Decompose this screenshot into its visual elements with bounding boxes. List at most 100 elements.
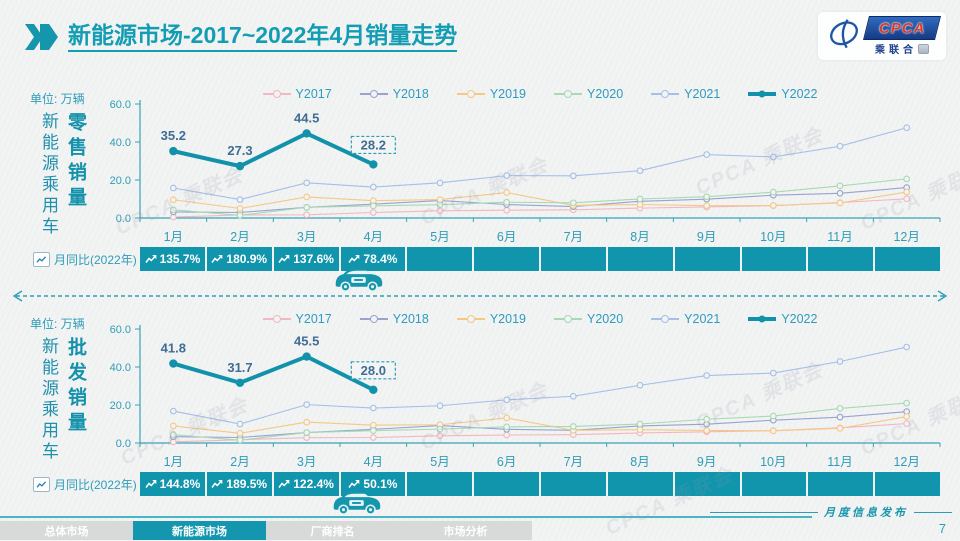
- yoy-cell: [541, 472, 606, 496]
- cpca-logo: CPCA 乘联合: [818, 12, 946, 60]
- title-rest: -2017~2022年4月销量走势: [183, 22, 458, 48]
- legend-label: Y2018: [392, 312, 429, 326]
- x-axis-label: 2月: [230, 455, 250, 469]
- x-axis-label: 9月: [696, 455, 717, 469]
- yoy-cell: 180.9%: [206, 247, 272, 271]
- cpca-emblem-icon: [830, 19, 858, 49]
- svg-text:0.0: 0.0: [116, 438, 131, 449]
- dashed-divider-arrow: [12, 290, 948, 302]
- wholesale-x-axis-labels: 1月 2月 3月 4月 5月 6月 7月 8月 9月 10月 11月 12月: [140, 451, 940, 470]
- yoy-value: 135.7%: [159, 252, 201, 266]
- x-axis-label: 7月: [563, 230, 584, 244]
- yoy-cell: 135.7%: [140, 247, 205, 271]
- legend-item-y2018: Y2018: [359, 312, 429, 326]
- yoy-cell: 144.8%: [140, 472, 205, 496]
- title-strong: 新能源市场: [68, 22, 183, 48]
- legend-label: Y2022: [781, 312, 818, 326]
- x-axis-label: 1月: [163, 230, 184, 244]
- ev-car-icon: [335, 268, 383, 292]
- legend-item-y2022: Y2022: [748, 312, 817, 326]
- tab-新能源市场[interactable]: 新能源市场: [133, 521, 266, 540]
- legend-label: Y2021: [684, 87, 721, 101]
- x-axis-label: 12月: [893, 230, 920, 244]
- retail-chart-section: 单位: 万辆 新能源乘用车 零售销量 Y2017 Y2018 Y2019 Y2020 Y…: [0, 86, 960, 276]
- x-axis-label: 11月: [827, 455, 853, 469]
- yoy-row-label-text: 月同比(2022年): [54, 252, 137, 267]
- cpca-badge-icon: [918, 43, 929, 54]
- wholesale-yoy-row: 月同比(2022年) 144.8% 189.5% 122.4% 50.1%: [0, 472, 960, 496]
- svg-text:20.0: 20.0: [110, 175, 131, 187]
- x-axis-label: 4月: [363, 230, 384, 244]
- trend-chart-icon: [33, 251, 50, 267]
- yoy-cell: [541, 247, 606, 271]
- legend-label: Y2018: [392, 87, 429, 101]
- svg-text:40.0: 40.0: [110, 137, 131, 149]
- yoy-cell: [674, 247, 740, 271]
- legend-item-y2020: Y2020: [554, 87, 623, 101]
- x-axis-label: 8月: [630, 230, 650, 244]
- retail-yoy-row: 月同比(2022年) 135.7% 180.9% 137.6% 78.4%: [0, 247, 960, 271]
- x-axis-label: 9月: [696, 230, 717, 244]
- legend-label: Y2020: [587, 312, 624, 326]
- wholesale-line-chart: 0.0 20.0 40.0 60.0 41.8 31.7 45.5 28.0: [110, 324, 941, 449]
- svg-text:31.7: 31.7: [227, 360, 252, 375]
- legend-item-y2021: Y2021: [651, 87, 720, 101]
- svg-text:44.5: 44.5: [294, 110, 319, 125]
- measure-title-retail: 零售销量: [65, 112, 86, 212]
- yoy-cell: [474, 472, 539, 496]
- x-axis-label: 6月: [496, 230, 517, 244]
- x-axis-label: 11月: [827, 230, 853, 244]
- svg-text:45.5: 45.5: [294, 334, 319, 349]
- legend-item-y2019: Y2019: [456, 87, 526, 101]
- x-axis-label: 5月: [430, 455, 450, 469]
- wholesale-yoy-cells: 144.8% 189.5% 122.4% 50.1%: [140, 472, 940, 496]
- svg-text:28.2: 28.2: [361, 137, 386, 152]
- retail-x-axis-labels: 1月 2月 3月 4月 5月 6月 7月 8月 9月 10月 11月 12月: [140, 226, 940, 245]
- svg-text:41.8: 41.8: [161, 341, 186, 356]
- footer-note-text: 月度信息发布: [824, 507, 908, 519]
- footer-note: 月度信息发布: [710, 504, 952, 520]
- double-chevron-icon: [24, 24, 58, 51]
- svg-text:28.0: 28.0: [361, 363, 386, 378]
- yoy-row-label-text: 月同比(2022年): [54, 477, 137, 492]
- legend-item-y2017: Y2017: [262, 312, 332, 326]
- retail-chart-legend: Y2017 Y2018 Y2019 Y2020 Y2021 Y2022: [140, 86, 940, 102]
- yoy-value: 78.4%: [363, 252, 398, 266]
- yoy-row-label: 月同比(2022年): [33, 247, 137, 271]
- yoy-value: 50.1%: [363, 477, 398, 491]
- legend-label: Y2021: [684, 312, 721, 326]
- x-axis-label: 3月: [296, 230, 317, 244]
- x-axis-label: 2月: [230, 230, 250, 244]
- page-title: 新能源市场-2017~2022年4月销量走势: [68, 22, 458, 53]
- tab-市场分析[interactable]: 市场分析: [399, 521, 532, 540]
- x-axis-label: 5月: [430, 230, 450, 244]
- yoy-cell: 137.6%: [273, 247, 339, 271]
- unit-label: 单位: 万辆: [30, 92, 85, 106]
- trend-chart-icon: [33, 476, 50, 492]
- yoy-value: 144.8%: [159, 477, 201, 491]
- header: 新能源市场-2017~2022年4月销量走势: [24, 22, 458, 53]
- cpca-wordmark: CPCA: [863, 16, 941, 40]
- yoy-value: 137.6%: [293, 252, 334, 266]
- svg-text:0.0: 0.0: [116, 213, 131, 224]
- page-number: 7: [938, 521, 946, 536]
- yoy-cell: [875, 472, 940, 496]
- yoy-value: 189.5%: [226, 477, 268, 491]
- yoy-cell: [407, 472, 473, 496]
- yoy-cell: [474, 247, 539, 271]
- ev-car-icon: [333, 491, 381, 515]
- yoy-cell: 122.4%: [273, 472, 339, 496]
- tab-总体市场[interactable]: 总体市场: [0, 521, 133, 540]
- yoy-cell: [808, 247, 874, 271]
- tab-厂商排名[interactable]: 厂商排名: [266, 521, 399, 540]
- measure-title-wholesale: 批发销量: [65, 337, 86, 437]
- legend-item-y2019: Y2019: [456, 312, 526, 326]
- x-axis-label: 12月: [893, 455, 920, 469]
- yoy-cell: [741, 472, 807, 496]
- x-axis-label: 7月: [563, 455, 584, 469]
- cpca-subtitle: 乘联合: [875, 41, 929, 56]
- yoy-value: 180.9%: [226, 252, 268, 266]
- retail-yoy-cells: 135.7% 180.9% 137.6% 78.4%: [140, 247, 940, 271]
- wholesale-chart-legend: Y2017 Y2018 Y2019 Y2020 Y2021 Y2022: [140, 311, 940, 327]
